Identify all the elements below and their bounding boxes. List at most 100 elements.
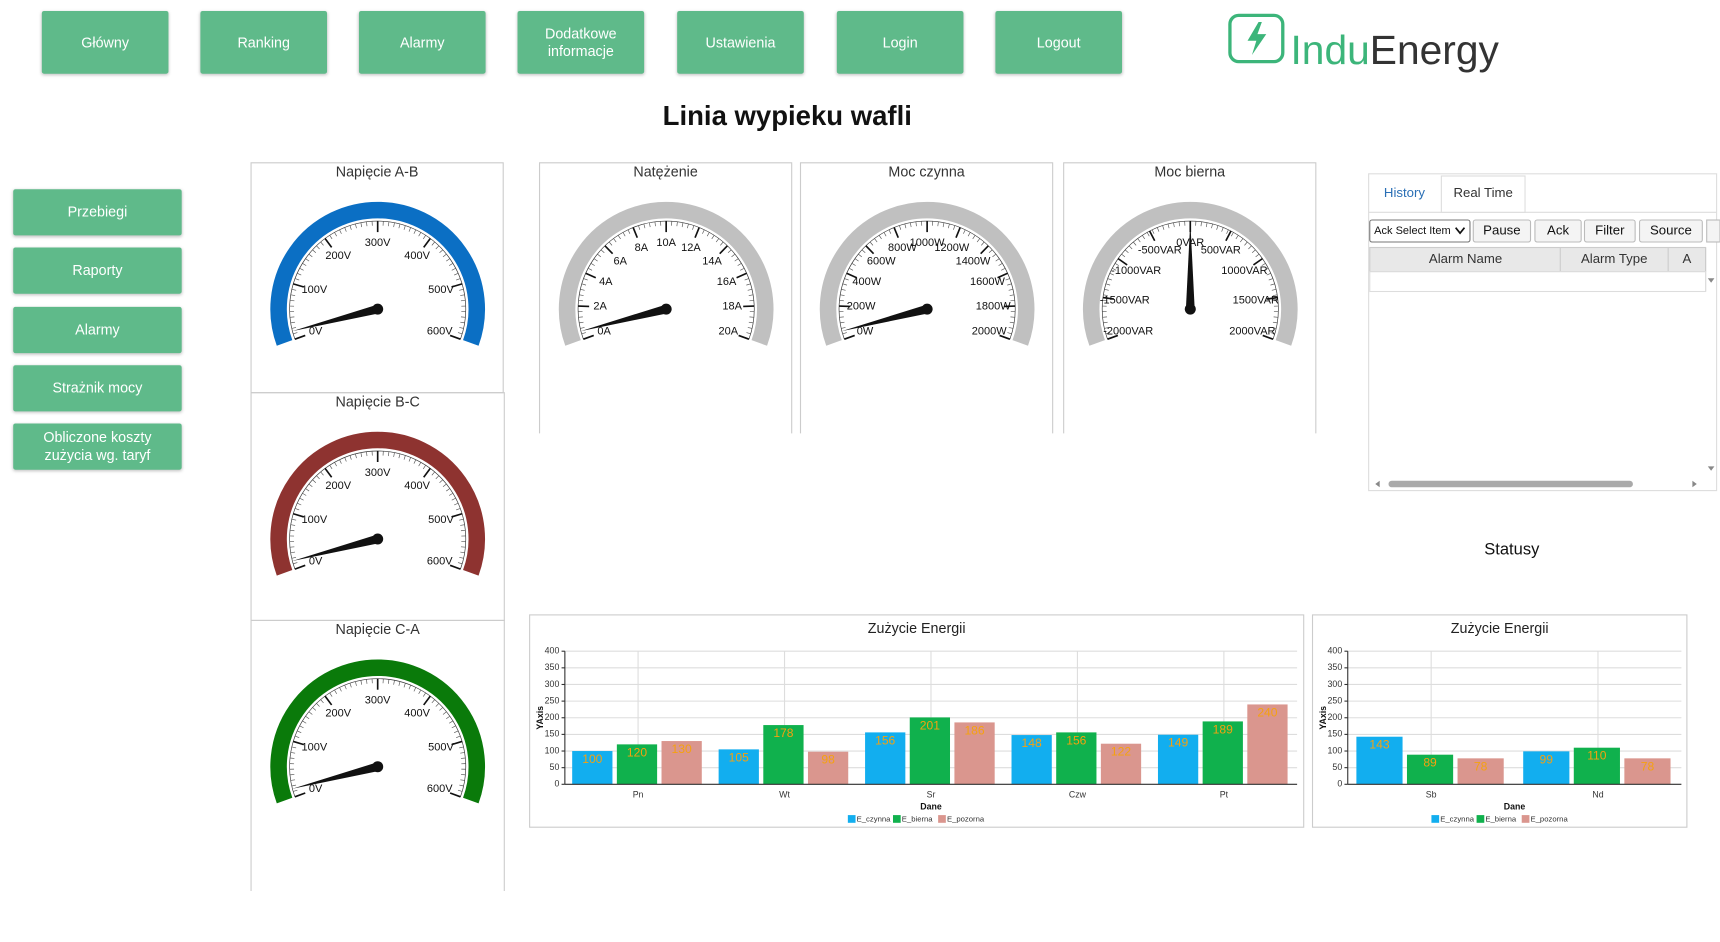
- minor-tick: [299, 725, 304, 729]
- gauge-tick: [1107, 334, 1119, 340]
- gauge-tick-label: 100V: [302, 284, 328, 296]
- minor-tick: [408, 457, 411, 462]
- minor-tick: [442, 483, 447, 488]
- bar-value-label: 122: [1111, 745, 1131, 759]
- y-tick-label: 350: [545, 662, 560, 672]
- toolbar-button[interactable]: [1583, 219, 1636, 243]
- gauge-scale: [289, 450, 467, 570]
- y-tick-label: 200: [1328, 712, 1343, 722]
- minor-tick: [842, 283, 848, 286]
- minor-tick: [459, 327, 464, 329]
- toolbar-button[interactable]: [1638, 219, 1703, 243]
- gauge-tick-label: 16A: [717, 276, 737, 288]
- bar: [1100, 743, 1142, 785]
- minor-tick: [1007, 283, 1012, 286]
- gauge-hub: [372, 761, 384, 773]
- nav-button[interactable]: Logout: [995, 11, 1123, 74]
- minor-tick: [841, 288, 846, 291]
- minor-tick: [329, 465, 333, 470]
- nav-button[interactable]: Ranking: [200, 11, 328, 74]
- minor-tick: [1001, 267, 1006, 271]
- minor-tick: [747, 327, 753, 329]
- tab-label[interactable]: History: [1384, 185, 1425, 200]
- bar: [718, 749, 759, 785]
- gauge-tick-label: 500V: [428, 284, 454, 296]
- toolbar-button: [1706, 219, 1720, 243]
- y-tick-label: 250: [1328, 695, 1343, 705]
- minor-tick: [403, 455, 406, 460]
- bar-value-label: 98: [821, 753, 835, 767]
- chart-title: Zużycie Energii: [868, 621, 966, 637]
- minor-tick: [1137, 238, 1141, 243]
- sidebar-button[interactable]: Raporty: [13, 247, 182, 294]
- gauge-tick-label: 600V: [427, 783, 453, 795]
- gauge-hub: [372, 533, 384, 545]
- minor-tick: [844, 278, 849, 281]
- minor-tick: [715, 238, 720, 243]
- minor-tick: [308, 253, 313, 258]
- nav-button[interactable]: Dodatkowe informacje: [517, 11, 645, 74]
- nav-button[interactable]: Ustawienia: [677, 11, 804, 74]
- tab-label[interactable]: Real Time: [1453, 185, 1512, 200]
- nav-button[interactable]: Alarmy: [358, 11, 486, 74]
- minor-tick: [349, 683, 352, 688]
- gauge-tick: [955, 227, 961, 239]
- gauge-tick: [846, 272, 858, 279]
- gauge-tick-label: 1200W: [934, 242, 969, 254]
- gauge-tick: [719, 245, 728, 255]
- toolbar-button[interactable]: [1534, 219, 1582, 243]
- minor-tick: [1109, 273, 1114, 276]
- minor-tick: [676, 221, 678, 227]
- tab[interactable]: [1440, 175, 1526, 213]
- gauge-tick: [324, 695, 333, 706]
- minor-tick: [290, 321, 296, 324]
- gauge-tick: [1262, 334, 1274, 340]
- minor-tick: [435, 245, 440, 250]
- minor-tick: [302, 263, 307, 266]
- sidebar-button[interactable]: Obliczone koszty zużycia wg. taryf: [13, 423, 182, 470]
- minor-tick: [408, 227, 411, 232]
- select[interactable]: [1369, 219, 1471, 243]
- minor-tick: [312, 479, 317, 483]
- legend-label: E_pozorna: [947, 815, 985, 824]
- minor-tick: [308, 711, 313, 715]
- minor-tick: [1128, 245, 1133, 250]
- sidebar-button[interactable]: Przebiegi: [13, 189, 182, 236]
- gauge-scale: [289, 678, 467, 797]
- toolbar-button[interactable]: [1472, 219, 1532, 243]
- gauge-tick: [1225, 230, 1232, 242]
- minor-tick: [1009, 294, 1015, 296]
- gauge-tick: [293, 283, 305, 288]
- minor-tick: [1239, 238, 1244, 243]
- y-tick-label: 250: [545, 695, 560, 705]
- nav-button[interactable]: Główny: [41, 11, 169, 74]
- minor-tick: [581, 332, 586, 335]
- bar: [661, 741, 702, 785]
- minor-tick: [294, 735, 300, 738]
- minor-tick: [453, 273, 459, 276]
- gauge-tick: [583, 334, 595, 340]
- minor-tick: [453, 502, 459, 506]
- gauge-tick: [1117, 257, 1128, 266]
- minor-tick: [398, 681, 401, 686]
- gauge-tick-label: 4A: [599, 276, 613, 288]
- sidebar-button[interactable]: Strażnik mocy: [13, 365, 182, 412]
- minor-tick: [617, 235, 621, 240]
- x-tick-label: Pn: [633, 790, 644, 800]
- minor-tick: [1124, 249, 1129, 254]
- gauge-tick: [324, 467, 333, 478]
- minor-tick: [355, 681, 357, 686]
- minor-tick: [366, 221, 368, 227]
- minor-tick: [446, 258, 451, 262]
- sidebar-button[interactable]: Alarmy: [13, 306, 182, 354]
- gauge-tick: [736, 272, 747, 279]
- nav-button[interactable]: Login: [836, 11, 964, 74]
- minor-tick: [366, 451, 368, 457]
- minor-tick: [299, 267, 304, 271]
- minor-tick: [583, 278, 588, 281]
- bar: [1157, 734, 1199, 785]
- gauge-tick-label: 200W: [847, 301, 876, 313]
- logo-icon: [1228, 13, 1285, 64]
- bar-value-label: 99: [1540, 752, 1554, 766]
- minor-tick: [459, 784, 464, 787]
